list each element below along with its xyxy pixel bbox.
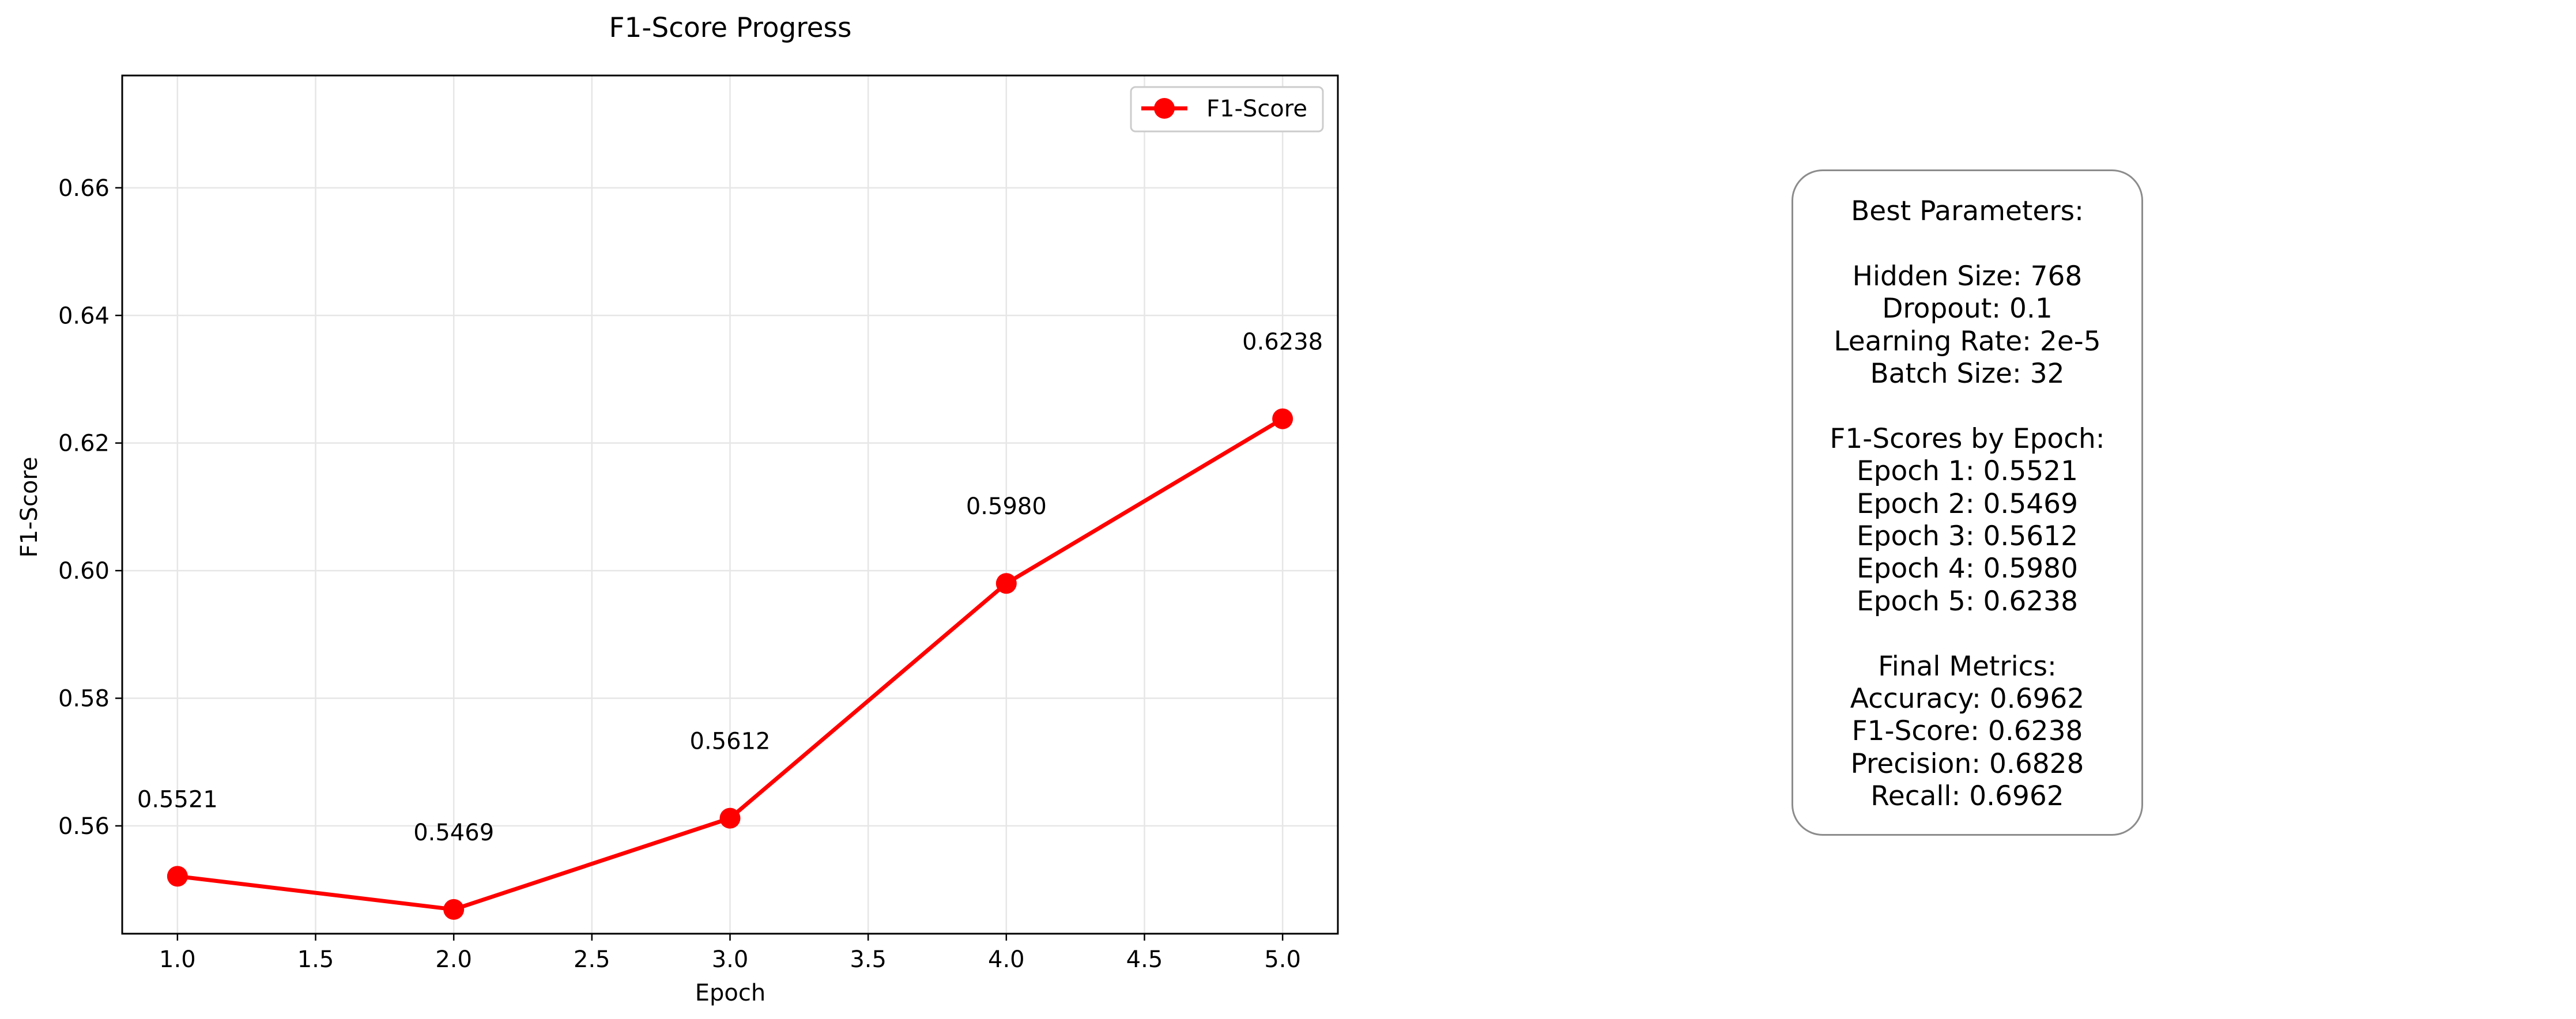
axes: 1.0 1.5 2.0 2.5 3.0 3.5 4.0 4.5 5.0 0.56 0.58 0.60 0… — [58, 74, 1339, 973]
y-tick-label: 0.60 — [58, 558, 110, 584]
data-label: 0.5521 — [137, 786, 218, 813]
data-point — [719, 807, 741, 829]
x-axis-label: Epoch — [695, 980, 765, 1006]
epoch-score-3: Epoch 3: 0.5612 — [1857, 520, 2078, 553]
x-tick-label: 5.0 — [1264, 946, 1301, 973]
y-tick-label: 0.62 — [58, 431, 110, 457]
data-label: 0.5612 — [690, 729, 771, 755]
metric-f1-score: F1-Score: 0.6238 — [1851, 715, 2083, 748]
param-batch-size: Batch Size: 32 — [1870, 358, 2065, 390]
legend: F1-Score — [1130, 86, 1324, 133]
data-point — [995, 573, 1017, 594]
x-tick-label: 1.5 — [297, 946, 334, 973]
x-tick-label: 2.0 — [435, 946, 472, 973]
y-tick-label: 0.64 — [58, 303, 110, 329]
plot-frame — [121, 74, 1339, 935]
metric-accuracy: Accuracy: 0.6962 — [1850, 683, 2085, 715]
metric-recall: Recall: 0.6962 — [1870, 780, 2064, 813]
epoch-score-1: Epoch 1: 0.5521 — [1857, 455, 2078, 488]
metric-precision: Precision: 0.6828 — [1850, 748, 2084, 780]
data-point — [167, 866, 188, 887]
best-parameters-box: Best Parameters: Hidden Size: 768 Dropou… — [1791, 169, 2143, 836]
param-hidden-size: Hidden Size: 768 — [1852, 260, 2083, 292]
x-tick-label: 3.5 — [850, 946, 887, 973]
data-labels: 0.5521 0.5469 0.5612 0.5980 0.6238 — [137, 329, 1323, 846]
param-learning-rate: Learning Rate: 2e-5 — [1834, 325, 2101, 357]
data-point — [443, 899, 465, 920]
param-dropout: Dropout: 0.1 — [1882, 293, 2053, 325]
y-axis-label: F1-Score — [16, 457, 43, 558]
legend-marker — [1154, 98, 1175, 119]
legend-frame — [1130, 86, 1324, 133]
x-tick-label: 4.5 — [1126, 946, 1163, 973]
epoch-score-4: Epoch 4: 0.5980 — [1857, 553, 2078, 585]
legend-label: F1-Score — [1206, 96, 1307, 122]
y-tick-label: 0.56 — [58, 813, 110, 840]
y-tick-label: 0.58 — [58, 685, 110, 712]
series — [167, 408, 1293, 920]
chart-title: F1-Score Progress — [609, 12, 851, 44]
x-tick-label: 3.0 — [712, 946, 749, 973]
epoch-scores-heading: F1-Scores by Epoch: — [1830, 422, 2105, 455]
grid — [122, 76, 1338, 934]
x-tick-label: 2.5 — [574, 946, 610, 973]
x-tick-label: 1.0 — [159, 946, 196, 973]
data-label: 0.5469 — [413, 820, 494, 846]
data-label: 0.6238 — [1242, 329, 1323, 356]
data-label: 0.5980 — [966, 493, 1047, 520]
final-metrics-heading: Final Metrics: — [1878, 650, 2057, 682]
x-tick-label: 4.0 — [988, 946, 1025, 973]
best-parameters-heading: Best Parameters: — [1851, 195, 2084, 227]
data-point — [1272, 408, 1293, 429]
epoch-score-5: Epoch 5: 0.6238 — [1857, 585, 2078, 617]
epoch-score-2: Epoch 2: 0.5469 — [1857, 488, 2078, 520]
y-tick-label: 0.66 — [58, 175, 110, 202]
